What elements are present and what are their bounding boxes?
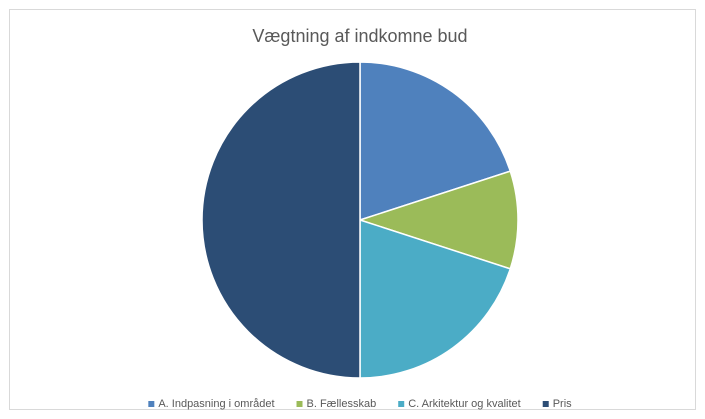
legend-swatch bbox=[542, 401, 549, 407]
legend-label: Pris bbox=[553, 398, 572, 410]
pie-slice bbox=[359, 61, 512, 222]
legend-label: C. Arkitektur og kvalitet bbox=[408, 398, 521, 410]
pie-slice bbox=[201, 61, 361, 379]
legend-swatch bbox=[398, 401, 405, 407]
pie-slice bbox=[357, 170, 519, 270]
legend-label: A. Indpasning i området bbox=[158, 398, 274, 410]
pie-slice bbox=[359, 218, 512, 379]
chart-title: Vægtning af indkomne bud bbox=[252, 26, 467, 46]
legend-swatch bbox=[296, 401, 303, 407]
legend-label: B. Fællesskab bbox=[307, 398, 377, 410]
legend-swatch bbox=[148, 401, 155, 407]
